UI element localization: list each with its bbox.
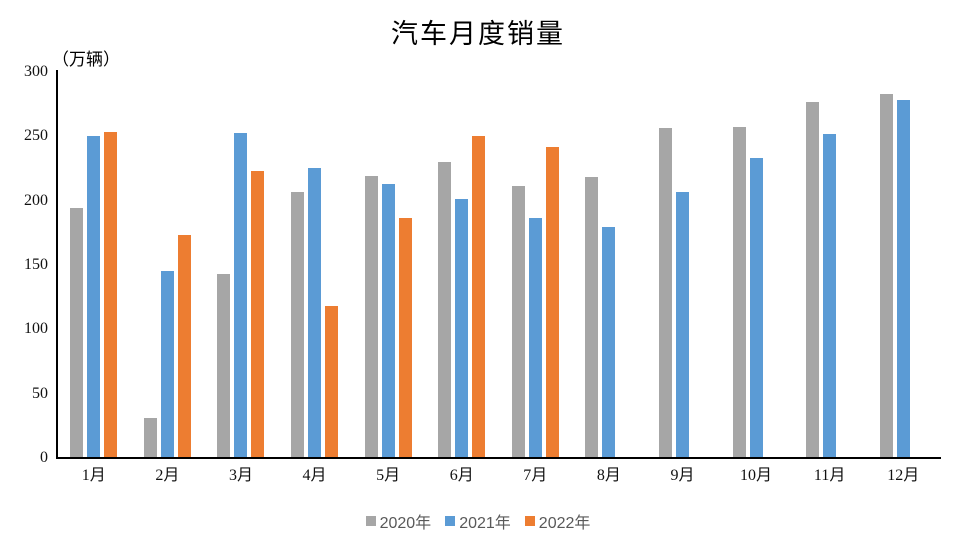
y-tick-label-250: 250 xyxy=(24,127,48,145)
y-axis-unit-label: （万辆） xyxy=(52,50,120,69)
bar-2021-m7 xyxy=(528,218,542,458)
legend-item-2021: 2021年 xyxy=(445,509,511,533)
y-tick-label-50: 50 xyxy=(32,384,48,402)
bar-2021-m8 xyxy=(602,226,616,458)
x-axis-line xyxy=(56,457,941,459)
bar-2022-m7 xyxy=(545,146,559,458)
legend-item-2020: 2020年 xyxy=(365,509,432,533)
bar-2022-m1 xyxy=(104,132,118,458)
bar-2020-m9 xyxy=(658,127,672,458)
bar-2021-m1 xyxy=(87,135,101,458)
legend-item-2022: 2022年 xyxy=(524,509,591,533)
x-tick-label-m5: 5月 xyxy=(376,467,401,484)
y-tick-label-200: 200 xyxy=(24,191,48,209)
y-axis-line xyxy=(56,70,58,459)
bar-2020-m3 xyxy=(217,274,231,458)
x-tick-label-m9: 9月 xyxy=(670,467,695,484)
bar-2021-m11 xyxy=(823,133,837,458)
x-tick-label-m1: 1月 xyxy=(81,467,106,484)
bar-2020-m12 xyxy=(879,93,893,458)
bar-2022-m4 xyxy=(325,306,339,458)
x-tick-label-m11: 11月 xyxy=(813,467,846,484)
bar-2021-m5 xyxy=(381,184,395,458)
y-tick-label-300: 300 xyxy=(24,63,48,80)
bar-2021-m9 xyxy=(675,192,689,458)
y-tick-label-100: 100 xyxy=(24,320,48,338)
bar-2020-m11 xyxy=(806,101,820,458)
bar-2020-m2 xyxy=(143,418,157,458)
bar-2020-m6 xyxy=(438,162,452,458)
x-tick-label-m12: 12月 xyxy=(887,467,920,484)
chart-title: 汽车月度销量 xyxy=(391,19,565,49)
legend: 2020年 2021年 2022年 xyxy=(0,509,956,533)
x-tick-label-m7: 7月 xyxy=(523,467,548,484)
bar-2022-m2 xyxy=(177,234,191,458)
legend-label-2021: 2021年 xyxy=(459,515,511,532)
legend-label-2020: 2020年 xyxy=(379,515,432,532)
bar-2022-m5 xyxy=(398,218,412,458)
x-tick-label-m2: 2月 xyxy=(155,467,180,484)
y-tick-label-0: 0 xyxy=(40,449,48,466)
y-tick-label-150: 150 xyxy=(24,256,48,273)
bar-2020-m1 xyxy=(70,208,84,458)
bar-2022-m6 xyxy=(472,136,486,458)
bar-2021-m4 xyxy=(308,168,322,458)
x-tick-label-m3: 3月 xyxy=(228,467,253,484)
bar-2020-m4 xyxy=(291,191,305,458)
bar-2020-m5 xyxy=(364,175,378,458)
bar-2021-m12 xyxy=(896,99,910,458)
x-tick-label-m10: 10月 xyxy=(740,467,773,484)
bar-2021-m2 xyxy=(160,270,174,458)
bar-2020-m8 xyxy=(585,176,599,458)
legend-swatch-2021 xyxy=(445,516,456,526)
bar-2021-m3 xyxy=(234,132,248,458)
bar-2020-m10 xyxy=(732,126,746,458)
x-tick-label-m4: 4月 xyxy=(302,467,327,484)
bar-2022-m3 xyxy=(251,170,265,458)
legend-swatch-2022 xyxy=(524,516,535,526)
bar-2020-m7 xyxy=(511,186,525,458)
x-tick-label-m6: 6月 xyxy=(449,467,474,484)
bar-2021-m6 xyxy=(455,198,469,458)
x-tick-label-m8: 8月 xyxy=(596,467,621,484)
bar-2021-m10 xyxy=(749,157,763,458)
legend-swatch-2020 xyxy=(365,516,376,526)
legend-label-2022: 2022年 xyxy=(538,515,591,532)
